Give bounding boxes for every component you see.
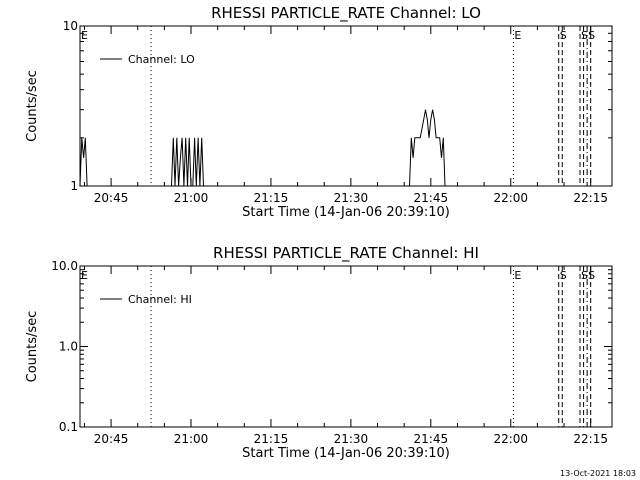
- y-axis-title: Counts/sec: [25, 311, 40, 383]
- y-tick-label: 1.0: [59, 340, 78, 354]
- y-tick-label: 1: [70, 179, 78, 193]
- event-marker-label: E: [514, 269, 521, 282]
- x-tick-label: 21:30: [334, 191, 369, 205]
- x-tick-label: 21:30: [334, 432, 369, 446]
- event-marker-label: S: [588, 269, 595, 282]
- x-tick-label: 22:15: [573, 191, 608, 205]
- x-tick-label: 21:45: [414, 432, 449, 446]
- x-tick-label: 22:15: [573, 432, 608, 446]
- event-marker-label: S: [588, 29, 595, 42]
- lo-channel-panel: RHESSI PARTICLE_RATE Channel: LO 1 10 20:45…: [25, 4, 613, 220]
- x-tick-label: 21:15: [254, 432, 289, 446]
- chart-title: RHESSI PARTICLE_RATE Channel: LO: [211, 4, 481, 23]
- event-marker-label: S: [560, 29, 567, 42]
- x-tick-label: 21:00: [174, 432, 209, 446]
- event-marker-label: S: [560, 269, 567, 282]
- y-tick-label: 10: [63, 19, 78, 33]
- hi-channel-panel: RHESSI PARTICLE_RATE Channel: HI 0.1 1.0 10…: [25, 244, 613, 461]
- event-marker-label: E: [514, 29, 521, 42]
- series-line: [79, 109, 447, 187]
- y-tick-label: 10.0: [51, 259, 78, 273]
- footer-timestamp: 13-Oct-2021 18:03: [560, 469, 636, 478]
- chart-title: RHESSI PARTICLE_RATE Channel: HI: [213, 244, 479, 263]
- x-tick-label: 22:00: [493, 432, 528, 446]
- x-axis-title: Start Time (14-Jan-06 20:39:10): [242, 205, 450, 220]
- event-marker-label: S: [581, 269, 588, 282]
- event-marker-label: E: [81, 29, 88, 42]
- y-tick-label: 0.1: [59, 420, 78, 434]
- x-tick-label: 20:45: [94, 191, 129, 205]
- x-tick-label: 21:45: [414, 191, 449, 205]
- x-tick-label: 21:00: [174, 191, 209, 205]
- x-tick-label: 22:00: [493, 191, 528, 205]
- legend-label: Channel: LO: [128, 53, 195, 66]
- event-marker-label: S: [581, 29, 588, 42]
- legend-label: Channel: HI: [128, 293, 192, 306]
- x-tick-label: 21:15: [254, 191, 289, 205]
- x-tick-label: 20:45: [94, 432, 129, 446]
- x-axis-title: Start Time (14-Jan-06 20:39:10): [242, 446, 450, 461]
- plot-frame: [79, 265, 613, 428]
- y-axis-title: Counts/sec: [25, 70, 40, 142]
- plot-frame: [79, 25, 613, 187]
- event-marker-label: E: [81, 269, 88, 282]
